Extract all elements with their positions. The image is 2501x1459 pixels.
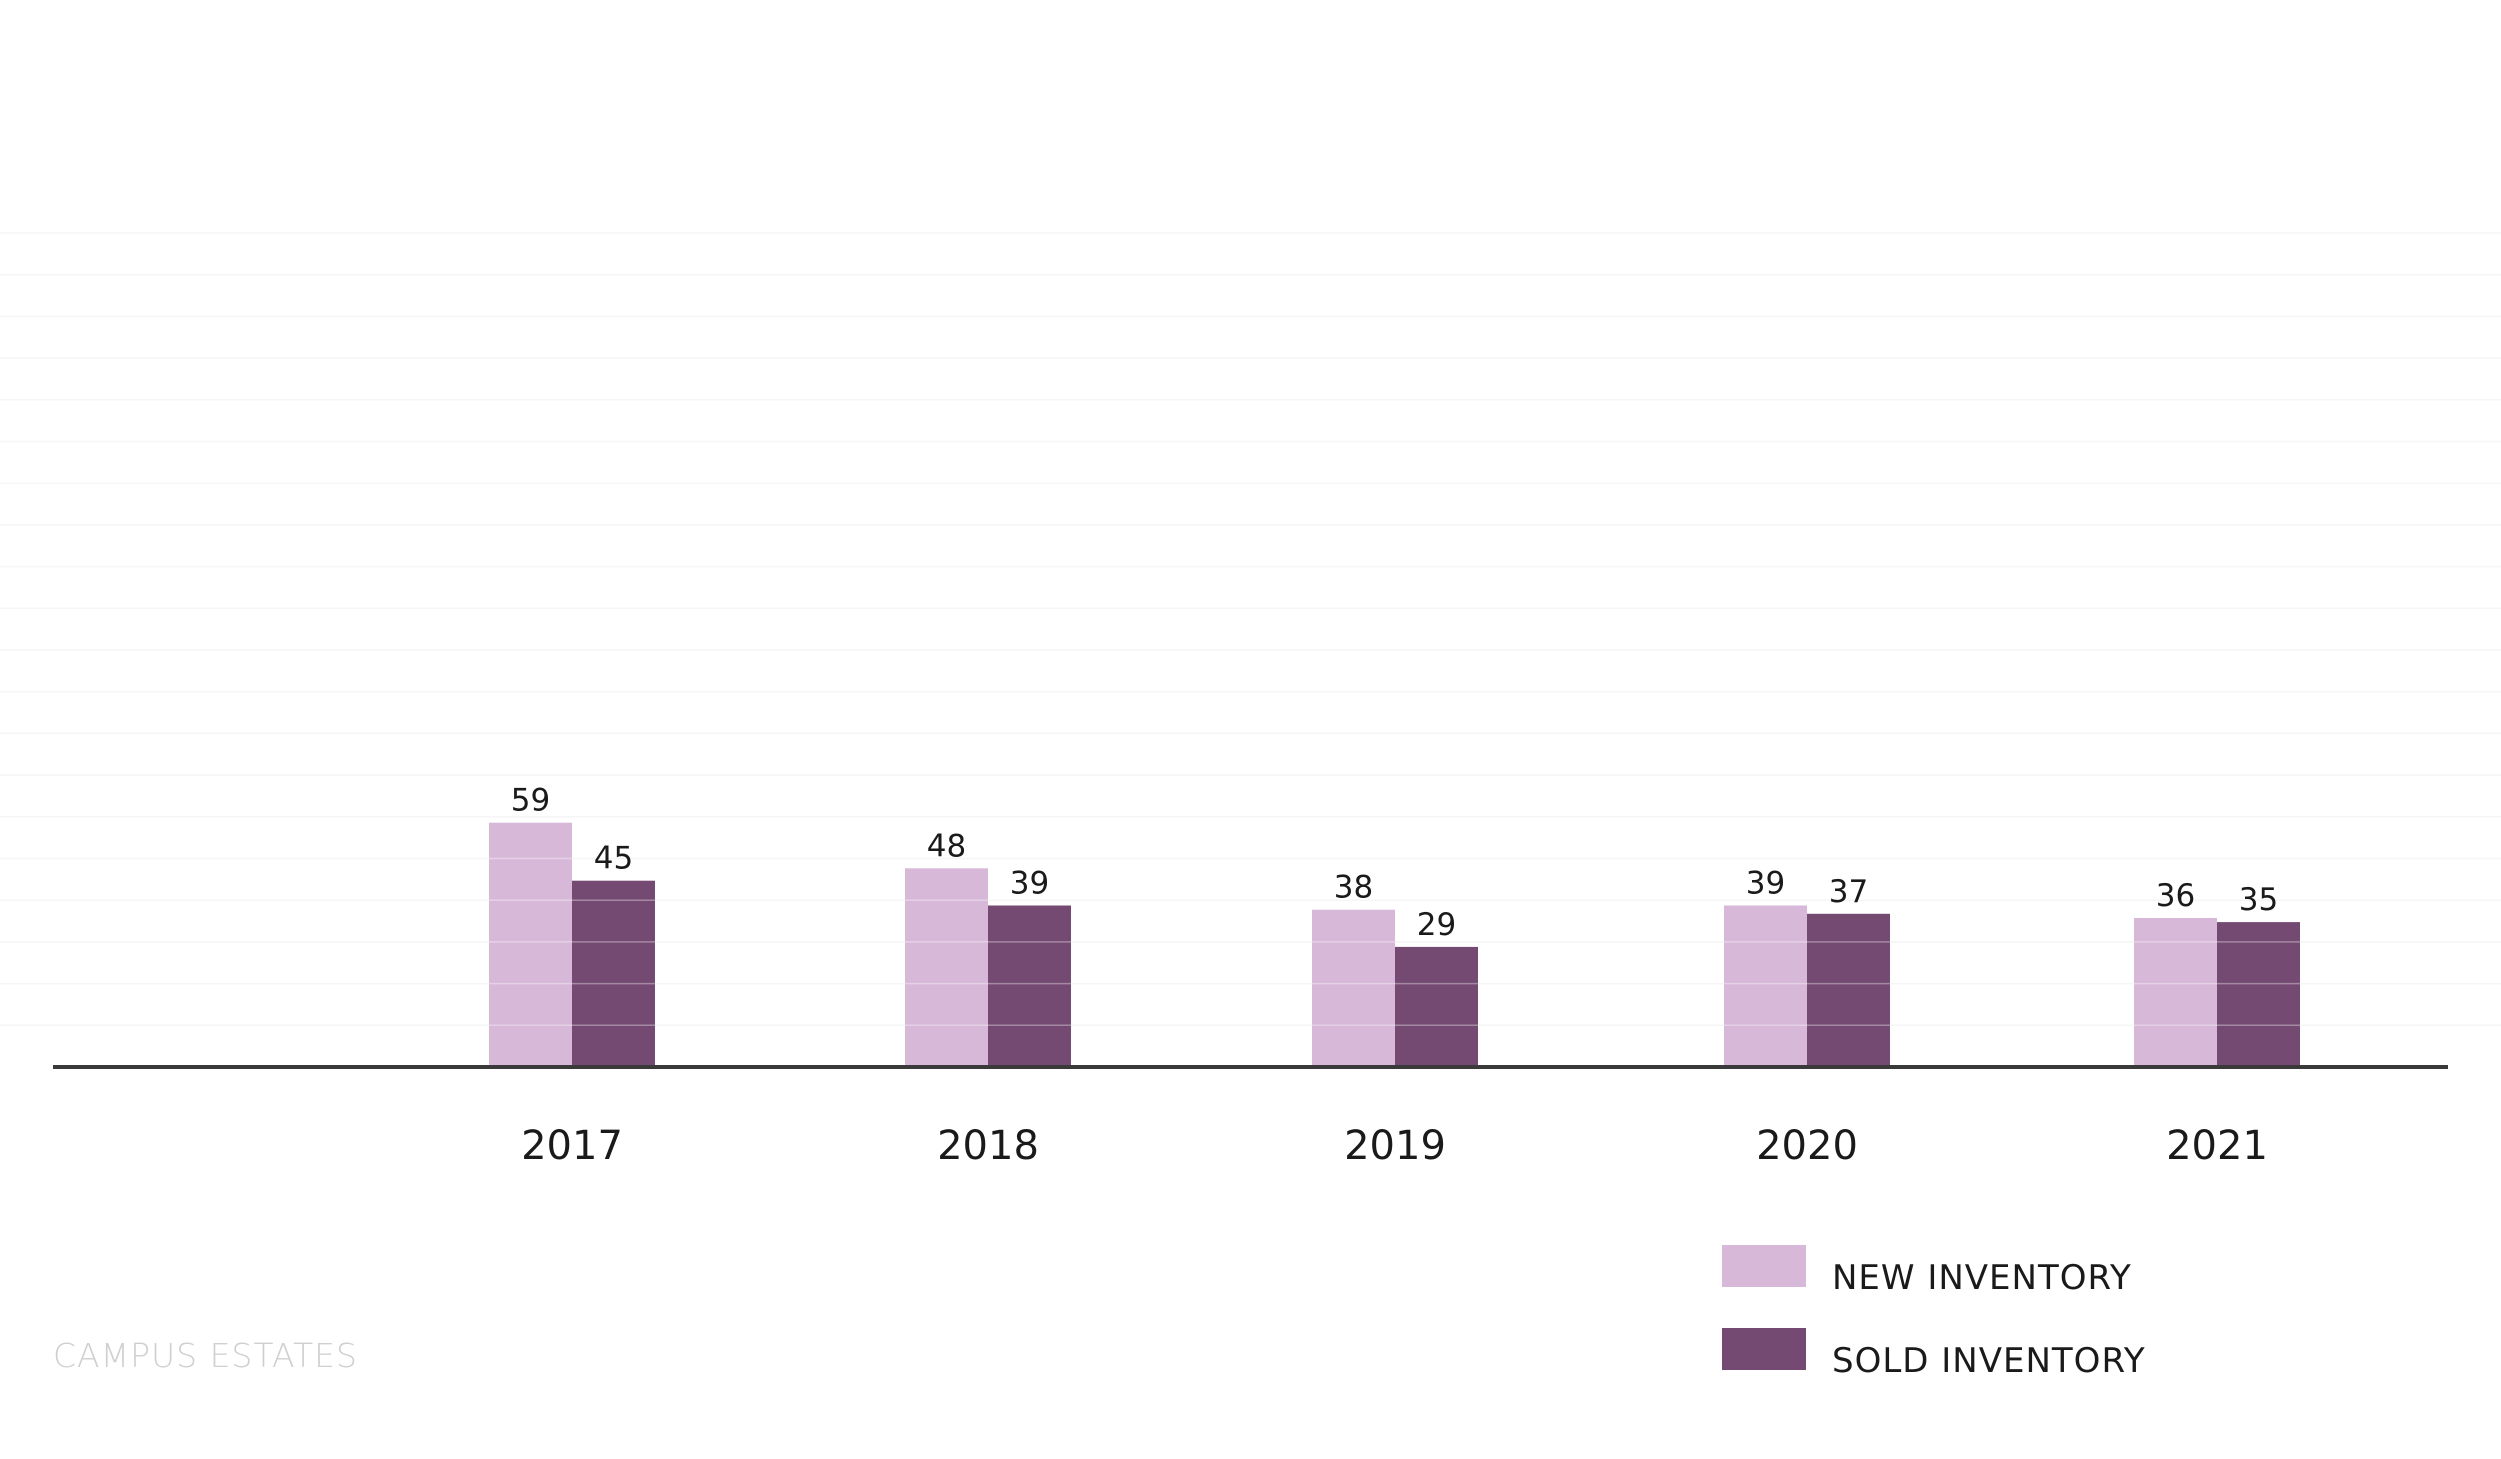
data-label-sold-2017: 45: [594, 841, 633, 877]
x-tick-label-2018: 2018: [937, 1123, 1039, 1169]
x-tick-label-2017: 2017: [521, 1123, 623, 1169]
legend-item-sold-inventory: SOLD INVENTORY: [1722, 1328, 2146, 1381]
gridlines: [0, 232, 2501, 1027]
bar-new-2017: [489, 822, 572, 1067]
bar-new-2019: [1312, 909, 1395, 1067]
legend-label-sold-inventory: SOLD INVENTORY: [1832, 1341, 2146, 1381]
data-label-new-2021: 36: [2156, 878, 2195, 914]
bar-new-2021: [2134, 918, 2217, 1067]
bar-sold-2018: [988, 905, 1071, 1067]
footer-brand: CAMPUS ESTATES: [53, 1336, 358, 1375]
bars: [489, 822, 2300, 1067]
data-label-sold-2019: 29: [1417, 907, 1456, 943]
legend-swatch-sold-inventory: [1722, 1328, 1806, 1370]
legend-swatch-new-inventory: [1722, 1245, 1806, 1287]
legend-label-new-inventory: NEW INVENTORY: [1832, 1258, 2132, 1298]
data-label-new-2020: 39: [1746, 866, 1785, 902]
x-tick-label-2019: 2019: [1344, 1123, 1446, 1169]
data-label-new-2017: 59: [511, 783, 550, 819]
data-labels: 59 45 48 39 38 29 39 37 36 35: [511, 783, 2278, 943]
bar-sold-2017: [572, 880, 655, 1067]
x-tick-labels: 2017 2018 2019 2020 2021: [521, 1123, 2268, 1169]
legend: NEW INVENTORY SOLD INVENTORY: [1722, 1245, 2146, 1411]
bar-new-2018: [905, 868, 988, 1067]
bar-sold-2019: [1395, 946, 1478, 1067]
data-label-sold-2020: 37: [1829, 874, 1868, 910]
bar-sold-2020: [1807, 913, 1890, 1067]
data-label-new-2018: 48: [927, 828, 966, 864]
legend-item-new-inventory: NEW INVENTORY: [1722, 1245, 2146, 1298]
x-tick-label-2020: 2020: [1756, 1123, 1858, 1169]
bar-new-2020: [1724, 905, 1807, 1067]
x-tick-label-2021: 2021: [2166, 1123, 2268, 1169]
data-label-sold-2018: 39: [1010, 866, 1049, 902]
data-label-new-2019: 38: [1334, 870, 1373, 906]
data-label-sold-2021: 35: [2239, 882, 2278, 918]
bar-gridlines-overlay: [0, 232, 2501, 1027]
bar-sold-2021: [2217, 922, 2300, 1067]
